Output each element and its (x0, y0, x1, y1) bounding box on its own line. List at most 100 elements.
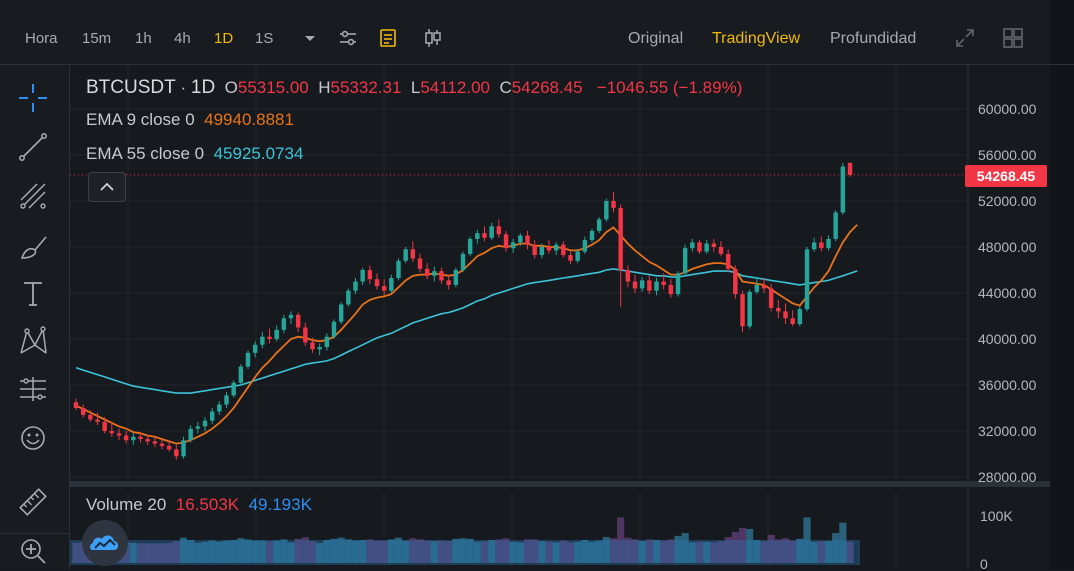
volume-bar (731, 531, 739, 563)
candle-body (575, 251, 580, 261)
candle-body (690, 242, 695, 249)
zoom-in-icon[interactable] (17, 535, 49, 567)
candle-body (510, 242, 516, 249)
volume-bar (409, 538, 417, 563)
view-profundidad[interactable]: Profundidad (830, 30, 917, 47)
candle-body (403, 249, 408, 261)
candle-body (159, 443, 165, 446)
toolbar-divider (0, 533, 69, 534)
candle-body (88, 414, 93, 420)
collapse-legend-button[interactable] (88, 172, 126, 202)
volume-bar (545, 541, 553, 563)
volume-bar (179, 537, 188, 563)
ohlc-legend: BTCUSDT · 1D O55315.00 H55332.31 L54112.… (86, 77, 742, 99)
indicators-icon[interactable] (377, 27, 399, 49)
crosshair-icon[interactable] (17, 82, 49, 114)
candle-body (389, 278, 394, 291)
ema55-legend[interactable]: EMA 55 close 0 45925.0734 (86, 144, 303, 164)
view-tradingview[interactable]: TradingView (712, 30, 801, 47)
grid-layout-icon[interactable] (1002, 27, 1024, 49)
close-label: C (499, 78, 512, 97)
text-icon[interactable] (17, 277, 49, 309)
ema9-legend[interactable]: EMA 9 close 0 49940.8881 (86, 110, 294, 130)
candle-body (116, 433, 122, 436)
volume-legend[interactable]: Volume 20 16.503K 49.193K (86, 495, 312, 515)
candle-body (596, 219, 602, 231)
volume-bar (724, 537, 732, 563)
candle-body (733, 268, 738, 295)
volume-value-2: 49.193K (248, 495, 312, 514)
candle-body (482, 233, 487, 238)
candle-body (460, 253, 466, 270)
volume-bar (717, 541, 725, 563)
candle-body (489, 226, 494, 238)
volume-value-1: 16.503K (175, 495, 240, 514)
settings-sliders-icon[interactable] (337, 27, 359, 49)
ruler-icon[interactable] (17, 486, 49, 518)
volume-bar (652, 539, 661, 563)
volume-bar (402, 540, 410, 563)
symbol-name[interactable]: BTCUSDT (86, 77, 176, 98)
trend-line-icon[interactable] (17, 131, 49, 163)
candle-body (661, 281, 666, 285)
volume-bar (602, 537, 610, 563)
candlestick-type-icon[interactable] (422, 27, 444, 49)
emoji-icon[interactable] (17, 422, 49, 454)
candle-body (195, 426, 201, 429)
candle-body (747, 291, 752, 327)
tradingview-logo[interactable] (82, 520, 128, 566)
volume-bar (301, 537, 309, 563)
chevron-down-icon[interactable] (299, 27, 321, 49)
candle-body (819, 242, 824, 249)
candle-body (503, 234, 509, 249)
volume-bar (466, 538, 474, 563)
volume-bar (452, 538, 460, 563)
candle-body (539, 247, 545, 256)
volume-bar (172, 541, 180, 563)
interval-label[interactable]: 1D (190, 77, 216, 98)
volume-bar (710, 542, 718, 563)
pattern-icon[interactable] (17, 325, 49, 357)
legend-dot: · (180, 78, 187, 97)
timeframe-1d[interactable]: 1D (214, 30, 234, 47)
timeframe-hora[interactable]: Hora (25, 30, 58, 47)
fib-icon[interactable] (17, 180, 49, 212)
volume-bar (344, 539, 352, 563)
top-scrollbar[interactable] (1050, 0, 1074, 64)
volume-bar (559, 540, 567, 563)
volume-bar (574, 541, 582, 563)
volume-bar (774, 539, 782, 563)
candle-body (324, 336, 330, 348)
top-toolbar: Hora 15m 1h 4h 1D 1S Original TradingVie… (0, 0, 1074, 65)
candle-body (833, 212, 838, 239)
low-label: L (410, 78, 421, 97)
open-value: 55315.00 (237, 78, 309, 97)
volume-bar (215, 541, 223, 563)
expand-icon[interactable] (954, 27, 976, 49)
pane-separator (70, 481, 1050, 487)
volume-bar (316, 542, 324, 563)
timeframe-1s[interactable]: 1S (255, 30, 274, 47)
measure-icon[interactable] (17, 373, 49, 405)
timeframe-15m[interactable]: 15m (82, 30, 112, 47)
view-original[interactable]: Original (628, 30, 684, 47)
candle-body (260, 336, 265, 345)
volume-bar (273, 540, 281, 563)
timeframe-4h[interactable]: 4h (174, 30, 191, 47)
candle-body (561, 244, 566, 256)
candle-body (410, 249, 416, 259)
volume-bar (72, 542, 80, 563)
volume-bar (796, 538, 804, 563)
candle-body (138, 436, 143, 440)
timeframe-1h[interactable]: 1h (135, 30, 152, 47)
volume-bar (251, 540, 259, 563)
volume-bar (638, 541, 646, 563)
candles-layer (73, 162, 853, 460)
brush-icon[interactable] (17, 231, 49, 263)
volume-bar (359, 539, 367, 563)
candle-body (252, 344, 258, 353)
candle-body (317, 347, 322, 350)
volume-bar (660, 540, 668, 563)
candle-body (611, 201, 616, 208)
